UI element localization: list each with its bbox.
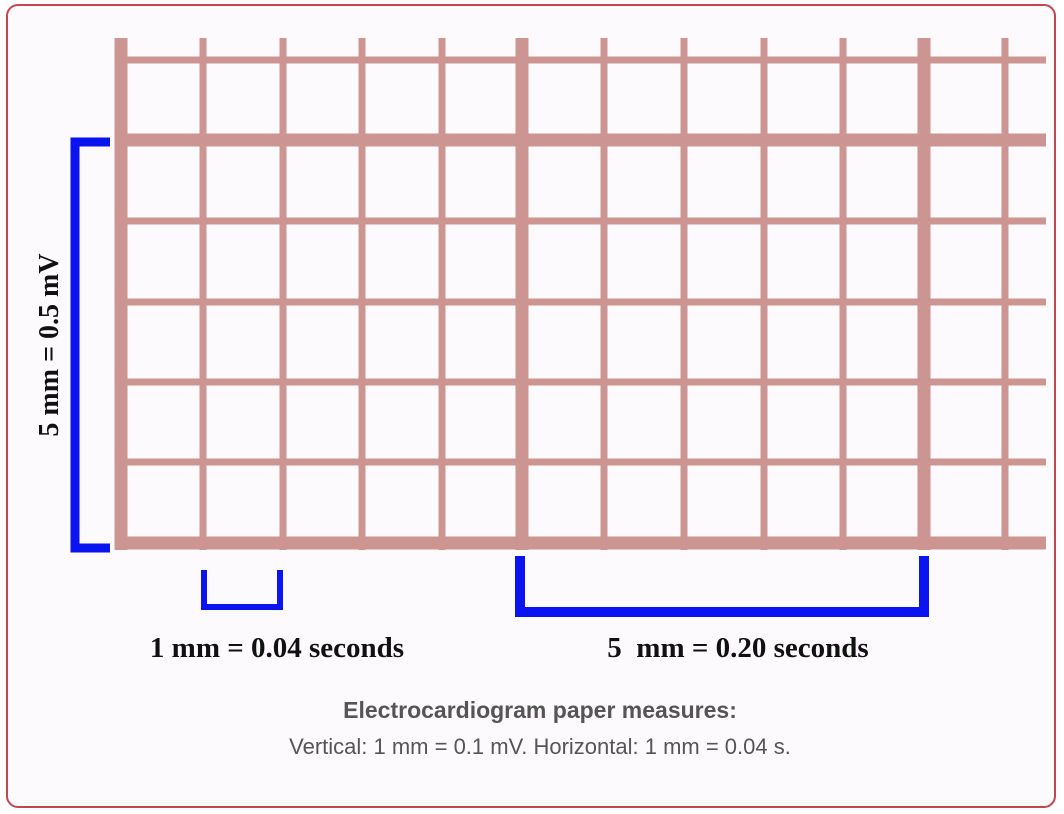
vertical-label: 5 mm = 0.5 mV	[34, 253, 65, 436]
ecg-grid	[114, 38, 1046, 550]
small-bracket	[201, 570, 283, 610]
large-horizontal-label: 5 mm = 0.20 seconds	[607, 632, 868, 664]
caption-text: Vertical: 1 mm = 0.1 mV. Horizontal: 1 m…	[289, 734, 791, 759]
caption-title: Electrocardiogram paper measures:	[343, 697, 737, 723]
vertical-bracket	[70, 137, 110, 553]
small-horizontal-label: 1 mm = 0.04 seconds	[150, 632, 404, 664]
large-bracket	[515, 556, 929, 617]
